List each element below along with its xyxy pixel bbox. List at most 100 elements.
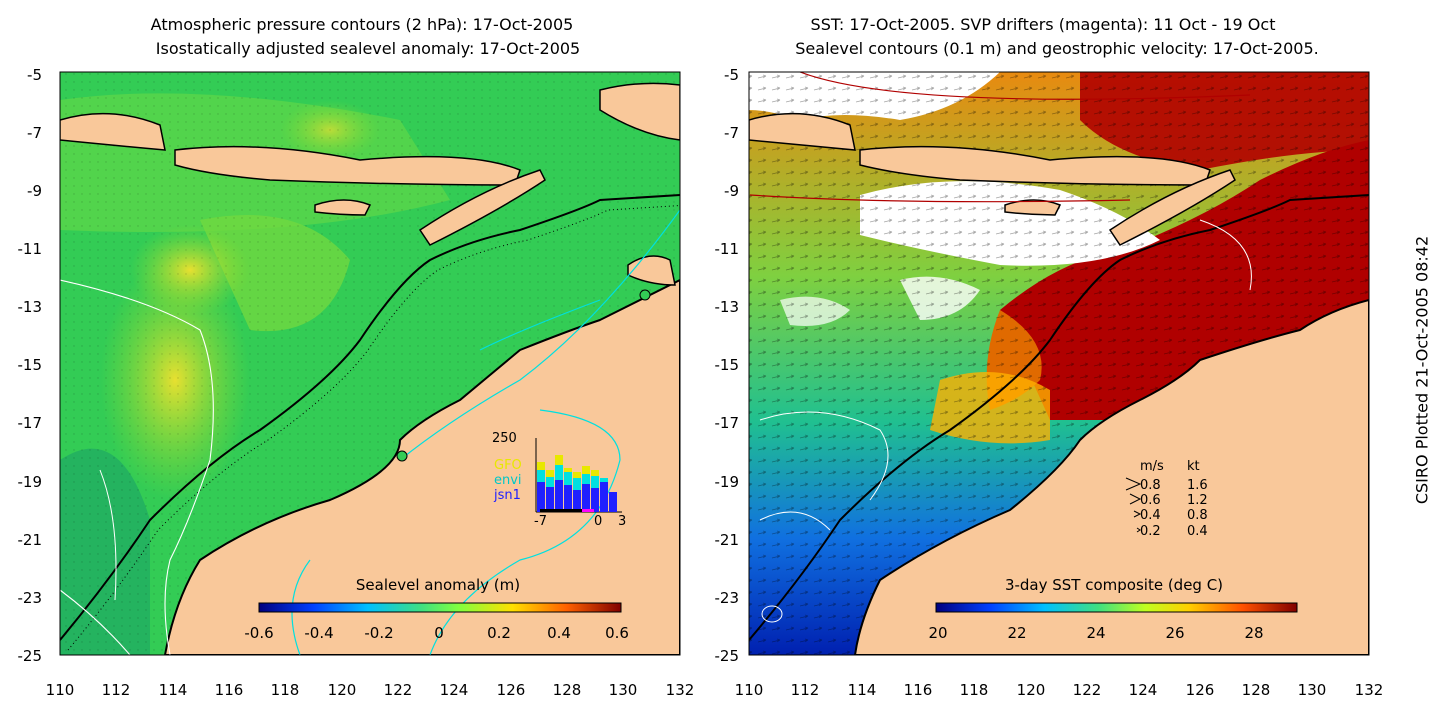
- left-map: [60, 72, 680, 655]
- java-land: [749, 112, 856, 151]
- right-cb-tick: 20: [928, 624, 947, 642]
- right-map: [749, 72, 1369, 655]
- java-land: [60, 112, 166, 151]
- inset-xlabel-min: -7: [534, 514, 547, 529]
- left-colorbar-title: Sealevel anomaly (m): [356, 576, 520, 594]
- left-cb-tick: -0.2: [364, 624, 393, 642]
- left-x-tick: 120: [328, 681, 357, 699]
- right-y-tick: -9: [724, 182, 739, 200]
- velocity-arrow-0.6: [1129, 493, 1142, 505]
- timor-land: [418, 169, 546, 246]
- right-x-tick: 112: [791, 681, 820, 699]
- left-x-tick: 132: [666, 681, 695, 699]
- right-colorbar-title: 3-day SST composite (deg C): [1005, 576, 1223, 594]
- left-x-tick: 130: [609, 681, 638, 699]
- left-cb-tick: -0.6: [244, 624, 273, 642]
- right-x-axis: 110 112 114 116 118 120 122 124 126 128 …: [735, 681, 1384, 699]
- left-inset-histogram: 250 GFO envi jsn1 -7 0 3: [492, 431, 626, 529]
- australia-land: [163, 278, 680, 655]
- velocity-legend-header-ms: m/s: [1140, 459, 1164, 474]
- right-cb-tick: 28: [1244, 624, 1263, 642]
- drifter-track: [799, 72, 1251, 100]
- right-x-tick: 126: [1186, 681, 1215, 699]
- left-map-frame: [59, 71, 681, 656]
- right-cb-tick: 24: [1086, 624, 1105, 642]
- left-x-tick: 128: [553, 681, 582, 699]
- velocity-legend-kt: 0.4: [1187, 524, 1208, 539]
- left-y-tick: -23: [18, 589, 43, 607]
- right-x-tick: 116: [904, 681, 933, 699]
- left-y-tick: -17: [18, 414, 43, 432]
- left-x-axis: 110 112 114 116 118 120 122 124 126 128 …: [46, 681, 695, 699]
- left-cb-tick: 0: [434, 624, 444, 642]
- left-x-tick: 124: [440, 681, 469, 699]
- altimeter-track: [399, 209, 680, 461]
- sumba-land: [314, 199, 372, 216]
- left-y-axis: -5 -7 -9 -11 -13 -15 -17 -19 -21 -23 -25: [18, 66, 43, 665]
- left-x-tick: 122: [384, 681, 413, 699]
- velocity-arrow-0.2: [1136, 527, 1141, 533]
- right-x-tick: 118: [960, 681, 989, 699]
- velocity-legend-kt: 0.8: [1187, 508, 1208, 523]
- right-y-tick: -17: [715, 414, 740, 432]
- left-x-tick: 114: [159, 681, 188, 699]
- left-x-tick: 118: [271, 681, 300, 699]
- velocity-legend-ms: 0.2: [1140, 524, 1161, 539]
- pressure-contour: [60, 279, 214, 655]
- left-colorbar-ticks: -0.6 -0.4 -0.2 0 0.2 0.4 0.6: [244, 624, 629, 642]
- velocity-legend-ms: 0.4: [1140, 508, 1161, 523]
- inset-legend-gfo: GFO: [494, 458, 522, 473]
- left-y-tick: -7: [27, 124, 42, 142]
- right-x-tick: 110: [735, 681, 764, 699]
- left-y-tick: -5: [27, 66, 42, 84]
- left-title-line2: Isostatically adjusted sealevel anomaly:…: [155, 39, 581, 58]
- left-cb-tick: -0.4: [304, 624, 333, 642]
- velocity-legend: m/s kt 0.8 1.6 0.6 1.2 0.4 0.8 0.2 0.4: [1125, 459, 1208, 539]
- right-colorbar: 3-day SST composite (deg C) 20 22 24 26 …: [928, 576, 1298, 642]
- australia-land: [853, 298, 1369, 655]
- right-x-tick: 122: [1073, 681, 1102, 699]
- inset-legend-jsn1: jsn1: [493, 488, 521, 503]
- sealevel-contour: [759, 411, 889, 501]
- right-y-tick: -15: [715, 356, 740, 374]
- right-x-tick: 120: [1017, 681, 1046, 699]
- right-y-tick: -19: [715, 473, 740, 491]
- left-colorbar: Sealevel anomaly (m) -0.6 -0.4 -0.2 0 0.…: [244, 576, 629, 642]
- right-y-axis: -5 -7 -9 -11 -13 -15 -17 -19 -21 -23 -25: [715, 66, 740, 665]
- right-x-tick: 114: [848, 681, 877, 699]
- left-cb-tick: 0.6: [605, 624, 629, 642]
- left-y-tick: -11: [18, 240, 43, 258]
- inset-legend-envi: envi: [494, 473, 522, 488]
- right-y-tick: -25: [715, 647, 740, 665]
- right-x-tick: 124: [1129, 681, 1158, 699]
- left-y-tick: -19: [18, 473, 43, 491]
- left-x-tick: 110: [46, 681, 75, 699]
- right-x-tick: 128: [1242, 681, 1271, 699]
- sumba-land: [1004, 199, 1062, 216]
- velocity-legend-header-kt: kt: [1187, 459, 1200, 474]
- left-y-tick: -15: [18, 356, 43, 374]
- velocity-arrow-0.4: [1133, 510, 1142, 518]
- right-y-tick: -7: [724, 124, 739, 142]
- right-title-line2: Sealevel contours (0.1 m) and geostrophi…: [795, 39, 1319, 58]
- velocity-arrow-0.8: [1125, 477, 1142, 491]
- timor-land: [1108, 169, 1236, 246]
- shelf-contour: [60, 194, 680, 641]
- inset-xlabel-max: 3: [618, 514, 626, 529]
- velocity-legend-ms: 0.8: [1140, 478, 1161, 493]
- right-cb-tick: 22: [1007, 624, 1026, 642]
- left-cb-tick: 0.4: [547, 624, 571, 642]
- inset-ymax-label: 250: [492, 431, 517, 446]
- left-y-tick: -25: [18, 647, 43, 665]
- inset-xlabel-zero: 0: [594, 514, 602, 529]
- tide-gauge-marker: [396, 450, 408, 462]
- left-y-tick: -9: [27, 182, 42, 200]
- left-y-tick: -21: [18, 531, 43, 549]
- left-x-tick: 116: [215, 681, 244, 699]
- right-map-frame: [748, 71, 1370, 656]
- left-y-tick: -13: [18, 298, 43, 316]
- right-title-line1: SST: 17-Oct-2005. SVP drifters (magenta)…: [810, 15, 1276, 34]
- right-y-tick: -13: [715, 298, 740, 316]
- velocity-legend-ms: 0.6: [1140, 493, 1161, 508]
